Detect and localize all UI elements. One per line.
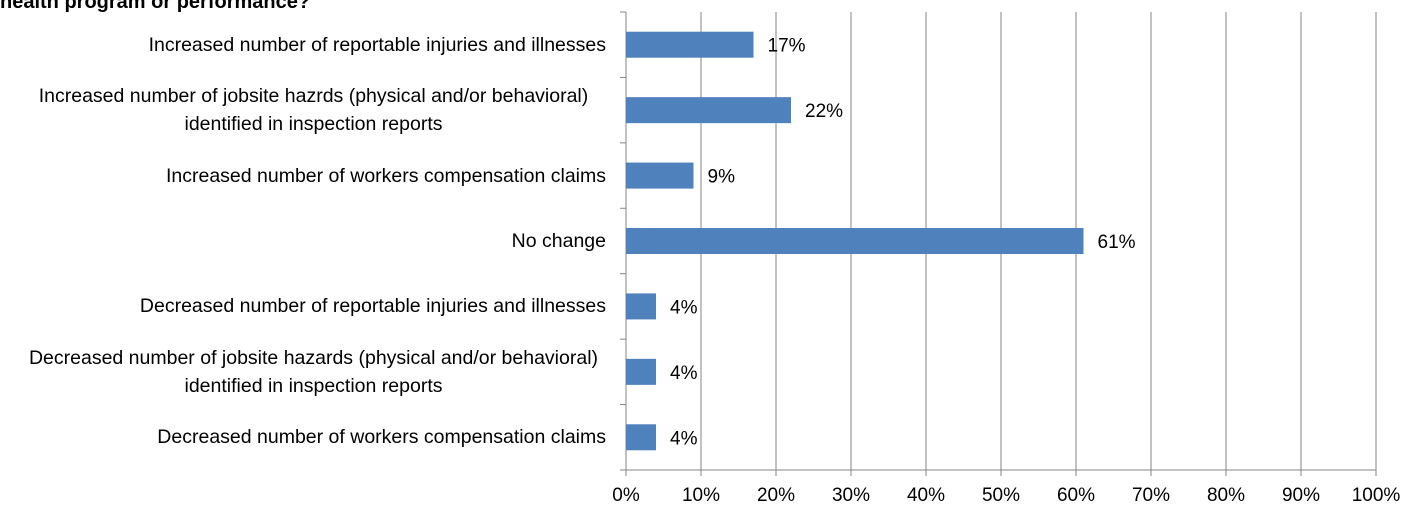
x-tick-label: 50% [982, 485, 1020, 506]
data-label: 61% [1098, 232, 1136, 253]
bar [626, 162, 694, 189]
x-tick-label: 70% [1132, 485, 1170, 506]
x-tick-label: 10% [682, 485, 720, 506]
data-label: 4% [670, 428, 698, 449]
y-tick-label-box: Decreased number of jobsite hazards (phy… [0, 344, 606, 400]
y-tick-label: Increased number of jobsite hazrds (phys… [38, 85, 589, 136]
data-label: 9% [708, 167, 736, 188]
bar [626, 358, 656, 385]
data-label: 22% [805, 101, 843, 122]
bar [626, 31, 754, 58]
bar [626, 97, 791, 124]
y-tick-label: No change [511, 230, 606, 252]
x-tick-label: 40% [907, 485, 945, 506]
y-tick-label-box: Increased number of reportable injuries … [0, 31, 606, 59]
y-tick-label-box: Decreased number of reportable injuries … [0, 292, 606, 320]
x-tick-label: 90% [1282, 485, 1320, 506]
y-tick-label: Decreased number of workers compensation… [157, 426, 606, 449]
y-tick-label: Increased number of reportable injuries … [148, 33, 606, 56]
y-tick-label-box: Increased number of workers compensation… [0, 162, 606, 190]
y-tick-label-box: No change [0, 227, 606, 255]
y-tick-label: Decreased number of reportable injuries … [139, 295, 606, 318]
y-tick-label-box: Decreased number of workers compensation… [0, 423, 606, 451]
y-tick-label: Decreased number of jobsite hazards (phy… [28, 346, 599, 397]
x-tick-label: 60% [1057, 485, 1095, 506]
bar [626, 228, 1084, 254]
y-tick-label-box: Increased number of jobsite hazrds (phys… [0, 82, 606, 138]
bar [626, 424, 656, 451]
bar [626, 293, 656, 320]
x-tick-label: 80% [1207, 485, 1245, 506]
chart-title: health program or performance? [0, 0, 311, 13]
data-label: 4% [670, 363, 698, 384]
x-tick-label: 100% [1352, 485, 1401, 506]
x-tick-label: 20% [757, 485, 795, 506]
data-label: 17% [768, 36, 806, 57]
x-tick-label: 30% [832, 485, 870, 506]
data-label: 4% [670, 297, 698, 318]
y-tick-label: Increased number of workers compensation… [165, 164, 606, 187]
x-tick-label: 0% [612, 485, 640, 506]
